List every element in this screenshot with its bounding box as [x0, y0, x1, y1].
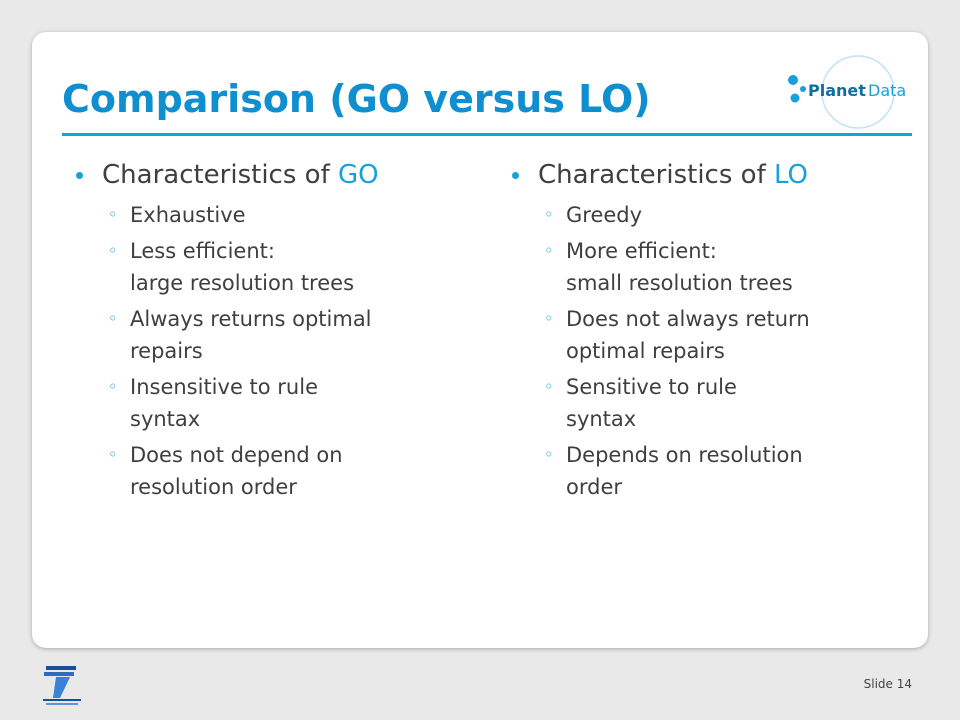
list-item: ◦ Depends on resolution order	[512, 439, 892, 503]
go-characteristics-list: ◦ Exhaustive ◦ Less efficient: large resolu…	[76, 199, 456, 503]
circle-bullet-icon: ◦	[108, 205, 118, 224]
slide-number: Slide 14	[863, 677, 912, 691]
circle-bullet-icon: ◦	[108, 445, 118, 464]
list-item: ◦ Greedy	[512, 199, 892, 231]
list-item: ◦ Does not always return optimal repairs	[512, 303, 892, 367]
circle-bullet-icon: ◦	[544, 377, 554, 396]
list-item: ◦ Insensitive to rule syntax	[76, 371, 456, 435]
slide-title: Comparison (GO versus LO)	[62, 77, 651, 121]
list-item: ◦ Less efficient: large resolution trees	[76, 235, 456, 299]
circle-bullet-icon: ◦	[544, 309, 554, 328]
circle-bullet-icon: ◦	[108, 377, 118, 396]
go-heading-text: Characteristics of	[102, 160, 338, 190]
list-item: ◦ Sensitive to rule syntax	[512, 371, 892, 435]
circle-bullet-icon: ◦	[544, 241, 554, 260]
circle-bullet-icon: ◦	[544, 445, 554, 464]
lo-heading-text: Characteristics of	[538, 160, 774, 190]
go-heading-accent: GO	[337, 160, 379, 190]
circle-bullet-icon: ◦	[544, 205, 554, 224]
logo-text-planet: Planet	[808, 81, 866, 100]
go-heading: Characteristics of GO	[76, 155, 456, 195]
bullet-icon	[76, 172, 83, 179]
circle-bullet-icon: ◦	[108, 241, 118, 260]
list-item: ◦ Always returns optimal repairs	[76, 303, 456, 367]
lo-column: Characteristics of LO ◦ Greedy ◦ More effi…	[512, 155, 892, 507]
lo-characteristics-list: ◦ Greedy ◦ More efficient: small resolution…	[512, 199, 892, 503]
lo-heading: Characteristics of LO	[512, 155, 892, 195]
go-column: Characteristics of GO ◦ Exhaustive ◦ Less …	[76, 155, 456, 507]
list-item: ◦ More efficient: small resolution trees	[512, 235, 892, 299]
planetdata-logo: Planet Data	[788, 55, 906, 129]
list-item: ◦ Does not depend on resolution order	[76, 439, 456, 503]
circle-bullet-icon: ◦	[108, 309, 118, 328]
list-item: ◦ Exhaustive	[76, 199, 456, 231]
title-divider	[62, 133, 912, 136]
lo-heading-accent: LO	[773, 160, 809, 190]
logo-text-data: Data	[868, 81, 906, 100]
bullet-icon	[512, 172, 519, 179]
fp7-logo	[43, 666, 81, 705]
